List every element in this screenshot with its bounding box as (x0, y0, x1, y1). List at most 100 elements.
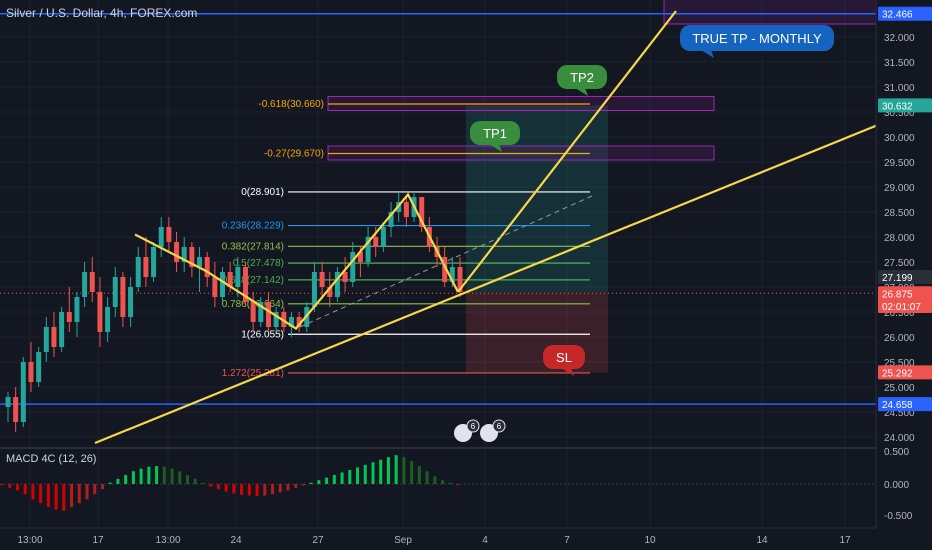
macd-bar (0, 484, 4, 486)
true-tp-monthly-label-bubble (680, 25, 834, 51)
macd-bar (131, 471, 135, 484)
symbol-title[interactable]: Silver / U.S. Dollar, 4h, FOREX.com (6, 6, 198, 20)
candle-body (158, 227, 164, 247)
macd-bar (448, 482, 452, 484)
macd-bar (170, 468, 174, 484)
macd-bar (402, 457, 406, 484)
candle-body (311, 272, 317, 307)
fib-level-label: 0.382(27.814) (222, 241, 284, 252)
true-tp-monthly-label-tail (701, 50, 714, 58)
macd-bar (216, 484, 220, 490)
candle-body (265, 302, 271, 327)
y-tick-label: 30.500 (884, 108, 915, 119)
candle-body (419, 197, 425, 227)
candle-body (242, 267, 248, 302)
event-count: 6 (471, 422, 476, 431)
candle-body (235, 267, 241, 287)
tp1-label-bubble (470, 121, 520, 145)
macd-bar (23, 484, 27, 495)
projection-line (457, 10, 677, 293)
y-tick-label: 31.500 (884, 58, 915, 69)
y-tick-label: 27.500 (884, 258, 915, 269)
candle-body (273, 312, 279, 327)
macd-bar (162, 466, 166, 484)
fib-level-label: 0.236(28.229) (222, 221, 284, 232)
tp2-label-bubble (557, 65, 607, 89)
ascending-trendline (94, 101, 932, 445)
event-count: 6 (497, 422, 502, 431)
macd-bar (410, 460, 414, 484)
candle-body (403, 202, 409, 217)
monthly-tp-zone (663, 0, 877, 25)
macd-bar (15, 484, 19, 491)
macd-bar (441, 480, 445, 484)
annotations[interactable]: TRUE TP - MONTHLY TP2 TP1 SL 6 6 (454, 25, 834, 442)
sl-label-text: SL (556, 350, 572, 365)
macd-bar (348, 469, 352, 484)
candle-body (82, 272, 88, 297)
macd-bar (155, 466, 159, 484)
macd-bar (394, 455, 398, 484)
macd-bar (325, 477, 329, 484)
macd-bar (456, 484, 460, 486)
candle-body (373, 237, 379, 247)
macd-bar (139, 468, 143, 484)
price-tag-label: 25.292 (882, 368, 913, 379)
tp2-label-text: TP2 (570, 70, 594, 85)
price-tag (878, 286, 932, 301)
fib-level-label: -0.618(30.660) (258, 99, 324, 110)
macd-bar (425, 471, 429, 484)
candle-body (380, 227, 386, 247)
candle-body (442, 257, 448, 282)
candle-body (457, 267, 463, 292)
candle-body (350, 252, 356, 282)
macd-bar (340, 472, 344, 484)
x-tick-label: 13:00 (17, 535, 42, 546)
x-tick-label: 7 (564, 535, 570, 546)
candle-body (319, 272, 325, 287)
candle-body (20, 362, 26, 422)
macd-bar (417, 466, 421, 484)
macd-bar (31, 484, 35, 500)
candle-body (105, 307, 111, 332)
price-tag (878, 299, 932, 313)
macd-bar (294, 484, 298, 488)
macd-bar (46, 484, 50, 508)
candle-body (197, 257, 203, 267)
macd-bar (85, 484, 89, 500)
price-tag (878, 98, 932, 113)
tp2-label-tail (575, 88, 588, 96)
candle-body (151, 247, 157, 277)
y-tick-label: 29.500 (884, 158, 915, 169)
tp1-label-text: TP1 (483, 126, 507, 141)
macd-title[interactable]: MACD 4C (12, 26) (6, 453, 97, 465)
x-tick-label: 17 (839, 535, 851, 546)
macd-bar (278, 484, 282, 493)
macd-histogram (0, 447, 876, 511)
trendlines[interactable] (94, 10, 932, 445)
macd-bar (209, 484, 213, 487)
candle-body (258, 302, 264, 322)
y-tick-label: 25.500 (884, 358, 915, 369)
sl-label-tail (561, 368, 574, 376)
candle-body (97, 292, 103, 332)
fib-level-label: 1(26.055) (241, 329, 284, 340)
macd-bar (193, 478, 197, 484)
candle-body (13, 397, 19, 422)
macd-bar (232, 484, 236, 494)
x-tick-label: 10 (644, 535, 656, 546)
macd-bar (317, 480, 321, 484)
fib-level-label: 0.618(27.142) (222, 275, 284, 286)
candle-body (189, 247, 195, 267)
candle-body (59, 312, 65, 347)
macd-bar (363, 464, 367, 484)
macd-bar (247, 484, 251, 496)
candle-body (181, 247, 187, 262)
candle-body (143, 257, 149, 277)
candle-body (36, 352, 42, 382)
fib-level-label: 0(28.901) (241, 187, 284, 198)
price-tag (878, 270, 932, 285)
candle-body (28, 362, 34, 382)
fib-level-label: 1.272(25.281) (222, 368, 284, 379)
